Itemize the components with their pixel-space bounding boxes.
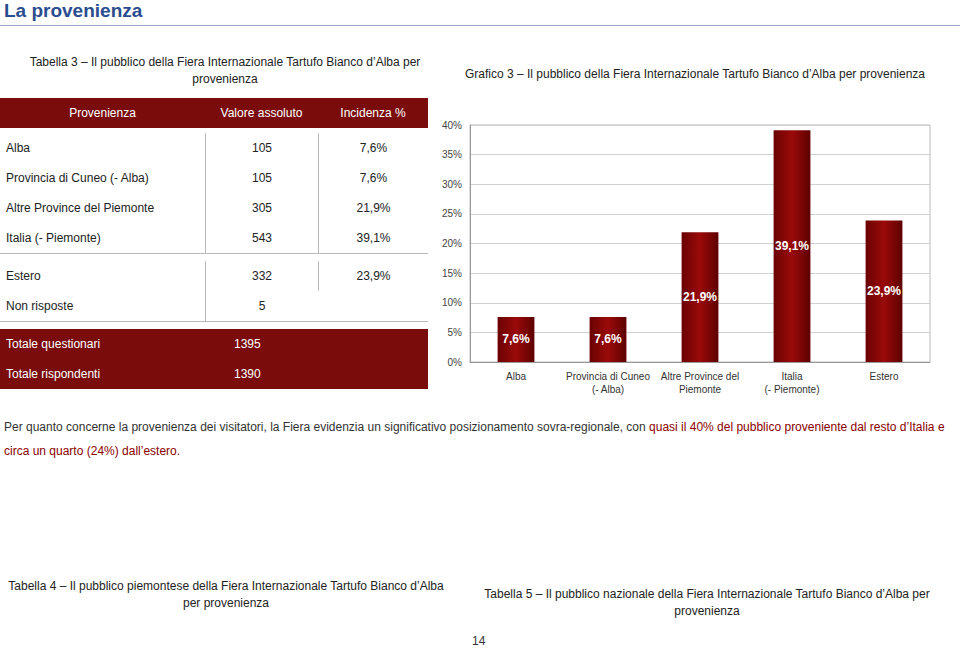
html-text:39,1%: 39,1% xyxy=(356,231,391,245)
html-text:Tabella 5 – Il pubblico nazion: Tabella 5 – Il pubblico nazionale della … xyxy=(484,587,930,618)
html-text:Altre Province del Piemonte: Altre Province del Piemonte xyxy=(6,201,155,215)
html-text:5: 5 xyxy=(258,299,266,313)
html-text:Totale rispondenti: Totale rispondenti xyxy=(6,367,101,381)
svg-text:Piemonte: Piemonte xyxy=(679,384,722,395)
html-text:Alba: Alba xyxy=(6,141,30,155)
svg-text:30%: 30% xyxy=(442,179,462,190)
svg-text:35%: 35% xyxy=(442,149,462,160)
html-text:Estero: Estero xyxy=(6,269,41,283)
svg-text:Grafico 3 – Il pubblico della: Grafico 3 – Il pubblico della Fiera Inte… xyxy=(465,67,925,81)
html-text:7,6%: 7,6% xyxy=(359,171,388,185)
svg-text:0%: 0% xyxy=(448,357,463,368)
html-text:105: 105 xyxy=(252,141,272,155)
svg-text:25%: 25% xyxy=(442,208,462,219)
svg-text:Italia: Italia xyxy=(781,371,803,382)
html-text:Tabella 4 – Il pubblico piemon: Tabella 4 – Il pubblico piemontese della… xyxy=(8,579,444,610)
html-text:La provenienza: La provenienza xyxy=(4,0,143,21)
svg-text:Provincia di Cuneo: Provincia di Cuneo xyxy=(566,371,650,382)
svg-text:Alba: Alba xyxy=(506,371,526,382)
svg-text:Estero: Estero xyxy=(870,371,899,382)
html-text:1395: 1395 xyxy=(234,337,261,351)
html-text:305: 305 xyxy=(252,201,272,215)
svg-text:10%: 10% xyxy=(442,297,462,308)
svg-text:7,6%: 7,6% xyxy=(502,332,530,346)
html-text:332: 332 xyxy=(252,269,272,283)
html-text:7,6%: 7,6% xyxy=(359,141,388,155)
svg-text:15%: 15% xyxy=(442,268,462,279)
html-text:Incidenza %: Incidenza % xyxy=(340,106,406,120)
html-text:Tabella 3 – Il pubblico della: Tabella 3 – Il pubblico della Fiera Inte… xyxy=(29,55,421,86)
svg-text:Altre Province del: Altre Province del xyxy=(661,371,739,382)
html-text:Valore assoluto: Valore assoluto xyxy=(220,106,303,120)
svg-text:21,9%: 21,9% xyxy=(683,290,717,304)
svg-text:(- Piemonte): (- Piemonte) xyxy=(764,384,819,395)
html-text:Per quanto concerne la proveni: Per quanto concerne la provenienza dei v… xyxy=(4,420,945,458)
svg-text:(- Alba): (- Alba) xyxy=(592,384,624,395)
html-text:Italia (- Piemonte): Italia (- Piemonte) xyxy=(6,231,101,245)
svg-text:7,6%: 7,6% xyxy=(594,332,622,346)
html-text:Provenienza: Provenienza xyxy=(69,106,136,120)
html-text:105: 105 xyxy=(252,171,272,185)
html-text:Provincia di Cuneo (- Alba): Provincia di Cuneo (- Alba) xyxy=(6,171,149,185)
html-text:14: 14 xyxy=(472,634,486,648)
html-text:Non risposte: Non risposte xyxy=(6,299,74,313)
svg-text:39,1%: 39,1% xyxy=(775,239,809,253)
html-text:1390: 1390 xyxy=(234,367,261,381)
svg-text:23,9%: 23,9% xyxy=(867,284,901,298)
html-text:21,9%: 21,9% xyxy=(356,201,391,215)
html-text:23,9%: 23,9% xyxy=(356,269,391,283)
svg-text:40%: 40% xyxy=(442,120,462,131)
html-text:543: 543 xyxy=(252,231,272,245)
svg-text:5%: 5% xyxy=(448,327,463,338)
html-text:Totale questionari: Totale questionari xyxy=(6,337,101,351)
svg-text:20%: 20% xyxy=(442,238,462,249)
